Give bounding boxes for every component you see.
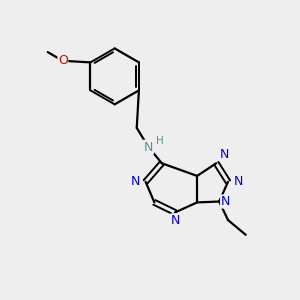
Text: N: N — [171, 214, 180, 227]
Text: N: N — [233, 175, 243, 188]
Text: N: N — [221, 195, 230, 208]
Text: O: O — [58, 54, 68, 68]
Text: N: N — [220, 148, 229, 161]
Text: N: N — [131, 175, 141, 188]
Text: N: N — [144, 141, 153, 154]
Text: H: H — [156, 136, 164, 146]
